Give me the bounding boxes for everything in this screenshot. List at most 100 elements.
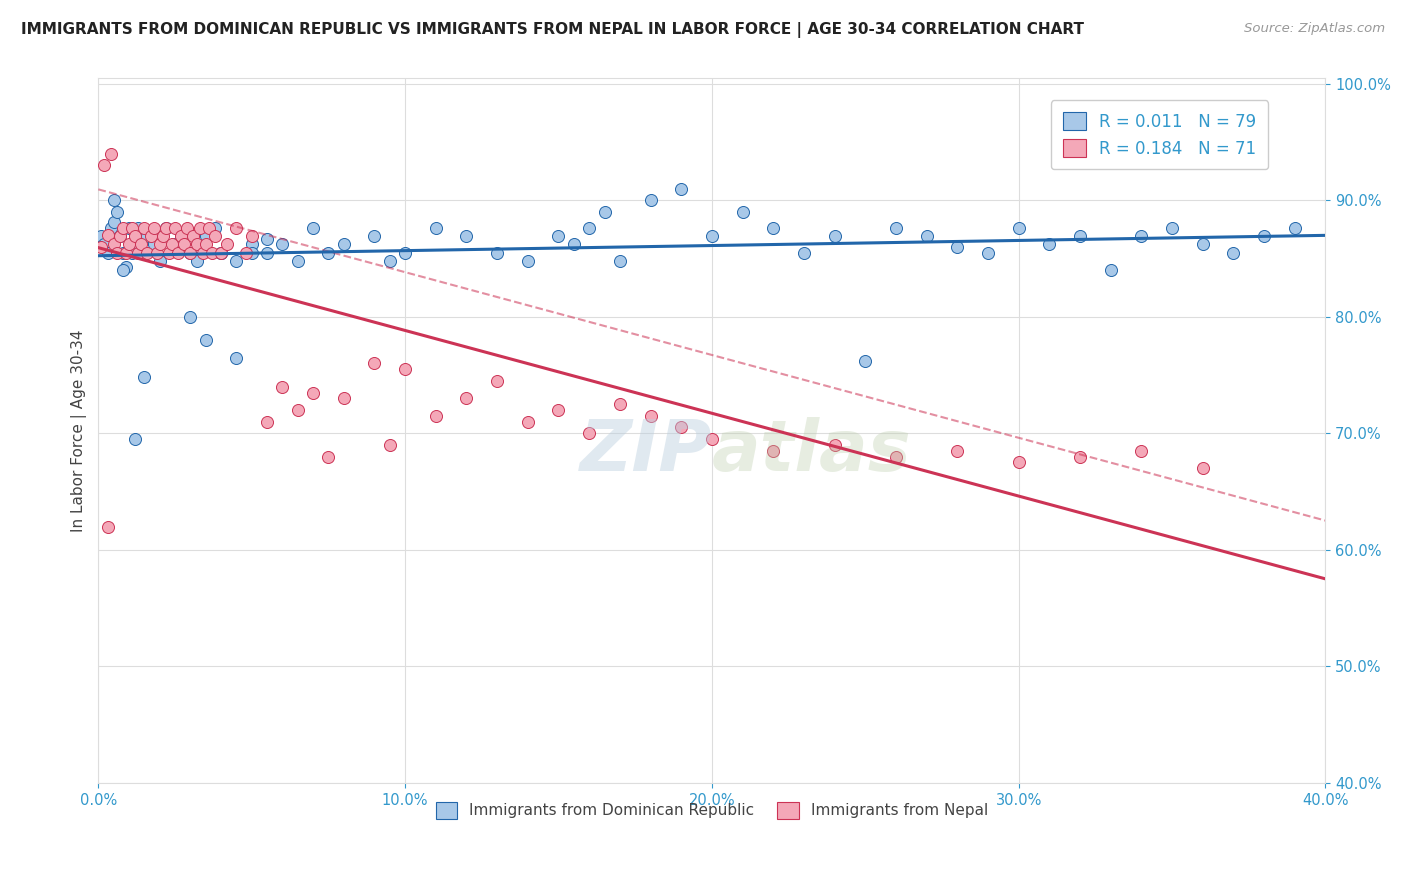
Point bbox=[209, 245, 232, 260]
Point bbox=[179, 310, 201, 324]
Text: IMMIGRANTS FROM DOMINICAN REPUBLIC VS IMMIGRANTS FROM NEPAL IN LABOR FORCE | AGE: IMMIGRANTS FROM DOMINICAN REPUBLIC VS IM… bbox=[21, 22, 1084, 38]
Point bbox=[1099, 263, 1122, 277]
Point bbox=[127, 221, 149, 235]
Point bbox=[136, 229, 159, 244]
Point bbox=[179, 245, 201, 260]
Point bbox=[121, 245, 143, 260]
Point bbox=[149, 253, 172, 268]
Point bbox=[1161, 221, 1184, 235]
Point bbox=[149, 228, 172, 243]
Point bbox=[163, 237, 186, 252]
Point bbox=[170, 229, 193, 244]
Point bbox=[225, 253, 247, 268]
Point bbox=[188, 221, 211, 235]
Point bbox=[103, 193, 125, 207]
Point bbox=[204, 229, 226, 244]
Point bbox=[256, 245, 278, 260]
Point bbox=[145, 245, 167, 260]
Point bbox=[194, 237, 217, 252]
Point bbox=[124, 229, 146, 244]
Point bbox=[111, 221, 134, 235]
Point bbox=[209, 245, 232, 260]
Point bbox=[235, 245, 257, 260]
Point bbox=[173, 237, 195, 252]
Point bbox=[700, 432, 723, 446]
Point bbox=[163, 240, 186, 254]
Point bbox=[127, 245, 149, 260]
Point bbox=[1130, 443, 1153, 458]
Point bbox=[204, 221, 226, 235]
Point bbox=[256, 415, 278, 429]
Point bbox=[118, 237, 141, 252]
Point bbox=[225, 351, 247, 365]
Point bbox=[103, 215, 125, 229]
Point bbox=[217, 237, 239, 252]
Point bbox=[1007, 221, 1029, 235]
Point bbox=[134, 370, 156, 384]
Point bbox=[121, 221, 143, 235]
Point bbox=[271, 380, 294, 394]
Point bbox=[516, 253, 538, 268]
Point bbox=[271, 237, 294, 252]
Point bbox=[124, 432, 146, 446]
Point bbox=[762, 221, 785, 235]
Y-axis label: In Labor Force | Age 30-34: In Labor Force | Age 30-34 bbox=[72, 329, 87, 532]
Point bbox=[824, 438, 846, 452]
Point bbox=[194, 333, 217, 347]
Point bbox=[100, 221, 122, 235]
Point bbox=[134, 245, 156, 260]
Point bbox=[152, 229, 174, 244]
Point bbox=[1284, 221, 1306, 235]
Point bbox=[394, 362, 416, 376]
Text: ZIP: ZIP bbox=[579, 417, 711, 486]
Point bbox=[256, 232, 278, 246]
Point bbox=[363, 356, 385, 370]
Point bbox=[240, 229, 263, 244]
Point bbox=[363, 229, 385, 244]
Point bbox=[516, 415, 538, 429]
Point bbox=[179, 245, 201, 260]
Point bbox=[136, 245, 159, 260]
Point bbox=[139, 229, 162, 244]
Point bbox=[194, 229, 217, 244]
Point bbox=[155, 221, 177, 235]
Point bbox=[547, 403, 569, 417]
Point bbox=[176, 221, 198, 235]
Point bbox=[378, 438, 401, 452]
Point bbox=[149, 237, 172, 252]
Point bbox=[302, 221, 325, 235]
Point bbox=[93, 237, 115, 252]
Point bbox=[593, 204, 616, 219]
Point bbox=[946, 443, 969, 458]
Point bbox=[609, 253, 631, 268]
Point bbox=[425, 409, 447, 423]
Point bbox=[186, 253, 208, 268]
Point bbox=[103, 237, 125, 252]
Point bbox=[1069, 229, 1091, 244]
Point bbox=[669, 420, 692, 434]
Point bbox=[378, 253, 401, 268]
Point bbox=[640, 409, 662, 423]
Point bbox=[332, 392, 354, 406]
Text: Source: ZipAtlas.com: Source: ZipAtlas.com bbox=[1244, 22, 1385, 36]
Point bbox=[155, 221, 177, 235]
Point bbox=[100, 146, 122, 161]
Point bbox=[118, 221, 141, 235]
Point bbox=[160, 237, 183, 252]
Point bbox=[287, 253, 309, 268]
Point bbox=[225, 221, 247, 235]
Point bbox=[209, 245, 232, 260]
Point bbox=[824, 229, 846, 244]
Point bbox=[96, 228, 118, 243]
Point bbox=[318, 245, 340, 260]
Point bbox=[915, 229, 938, 244]
Point bbox=[124, 229, 146, 244]
Point bbox=[93, 158, 115, 172]
Point bbox=[1253, 229, 1275, 244]
Point bbox=[287, 403, 309, 417]
Point bbox=[1038, 237, 1060, 252]
Point bbox=[456, 229, 478, 244]
Point bbox=[96, 245, 118, 260]
Point bbox=[318, 450, 340, 464]
Point bbox=[456, 392, 478, 406]
